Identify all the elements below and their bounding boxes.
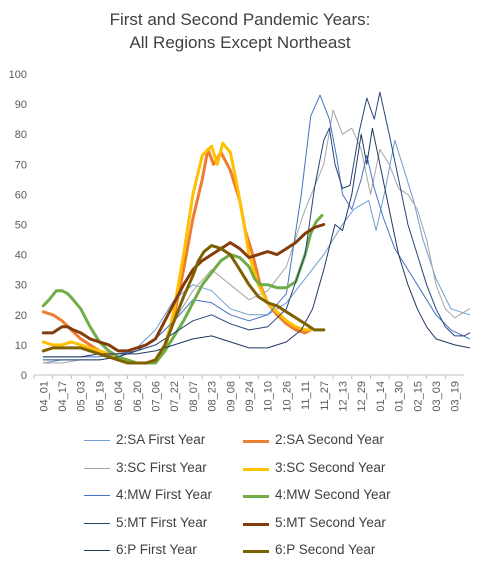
legend-swatch — [84, 495, 110, 496]
y-tick-label: 90 — [15, 99, 27, 111]
legend-label: 4:MW Second Year — [275, 487, 391, 502]
chart-title: First and Second Pandemic Years: — [109, 10, 371, 29]
series-line-9 — [42, 127, 471, 358]
series-line-6 — [41, 214, 324, 365]
x-tick-label: 07_06 — [151, 381, 163, 412]
legend-swatch — [243, 522, 269, 526]
y-tick-label: 100 — [9, 69, 27, 81]
legend-swatch — [84, 522, 110, 524]
x-tick-label: 03_19 — [450, 381, 462, 412]
x-tick-label: 06_20 — [132, 381, 144, 412]
legend-swatch — [84, 550, 110, 551]
x-tick-label: 07_22 — [169, 381, 181, 412]
x-tick-label: 04_17 — [57, 381, 69, 412]
chart-subtitle: All Regions Except Northeast — [129, 33, 351, 52]
series-line-8 — [41, 223, 326, 353]
x-tick-label: 05_03 — [76, 381, 88, 412]
legend-swatch — [243, 550, 269, 553]
x-tick-label: 11_27 — [319, 381, 331, 411]
legend-swatch — [84, 467, 110, 469]
legend-swatch — [243, 467, 269, 471]
y-tick-label: 30 — [15, 280, 27, 292]
x-tick-label: 10_26 — [281, 381, 293, 412]
x-tick-label: 01_14 — [375, 381, 387, 412]
series-line-5 — [42, 94, 471, 358]
x-tick-label: 09_08 — [225, 381, 237, 412]
x-tick-label: 10_10 — [263, 381, 275, 412]
x-tick-label: 12_29 — [356, 381, 368, 412]
legend-swatch — [243, 440, 269, 443]
y-tick-label: 50 — [15, 220, 27, 232]
y-tick-label: 20 — [15, 310, 27, 322]
x-tick-label: 04_01 — [38, 381, 50, 412]
series-line-7 — [42, 91, 471, 361]
series-line-4 — [41, 141, 313, 365]
x-tick-label: 05_19 — [94, 381, 106, 412]
series-line-10 — [41, 244, 326, 365]
legend-label: 5:MT First Year — [116, 514, 208, 530]
legend-label: 2:SA First Year — [116, 432, 206, 447]
x-tick-label: 06_04 — [113, 381, 125, 412]
legend-label: 4:MW First Year — [116, 487, 213, 502]
x-tick-label: 11_11 — [300, 381, 312, 410]
legend-label: 6:P First Year — [116, 542, 197, 557]
legend-swatch — [84, 440, 110, 441]
x-tick-label: 02_15 — [412, 381, 424, 412]
y-tick-label: 60 — [15, 189, 27, 201]
y-tick-label: 40 — [15, 250, 27, 262]
x-tick-label: 08_07 — [188, 381, 200, 412]
y-tick-label: 10 — [15, 340, 27, 352]
legend-label: 2:SA Second Year — [275, 432, 384, 447]
y-tick-label: 80 — [15, 129, 27, 141]
y-tick-label: 70 — [15, 159, 27, 171]
x-tick-label: 01_30 — [394, 381, 406, 412]
x-tick-label: 09_24 — [244, 381, 256, 412]
legend-label: 3:SC First Year — [116, 459, 207, 475]
x-tick-label: 08_23 — [207, 381, 219, 412]
series-line-1 — [42, 139, 471, 364]
legend-label: 5:MT Second Year — [275, 514, 386, 530]
series-line-3 — [42, 109, 471, 364]
x-tick-label: 12_13 — [337, 381, 349, 412]
x-tick-label: 03_03 — [431, 381, 443, 412]
y-tick-label: 0 — [21, 370, 27, 382]
legend-label: 6:P Second Year — [275, 542, 376, 557]
legend-label: 3:SC Second Year — [275, 459, 386, 475]
legend-swatch — [243, 495, 269, 498]
